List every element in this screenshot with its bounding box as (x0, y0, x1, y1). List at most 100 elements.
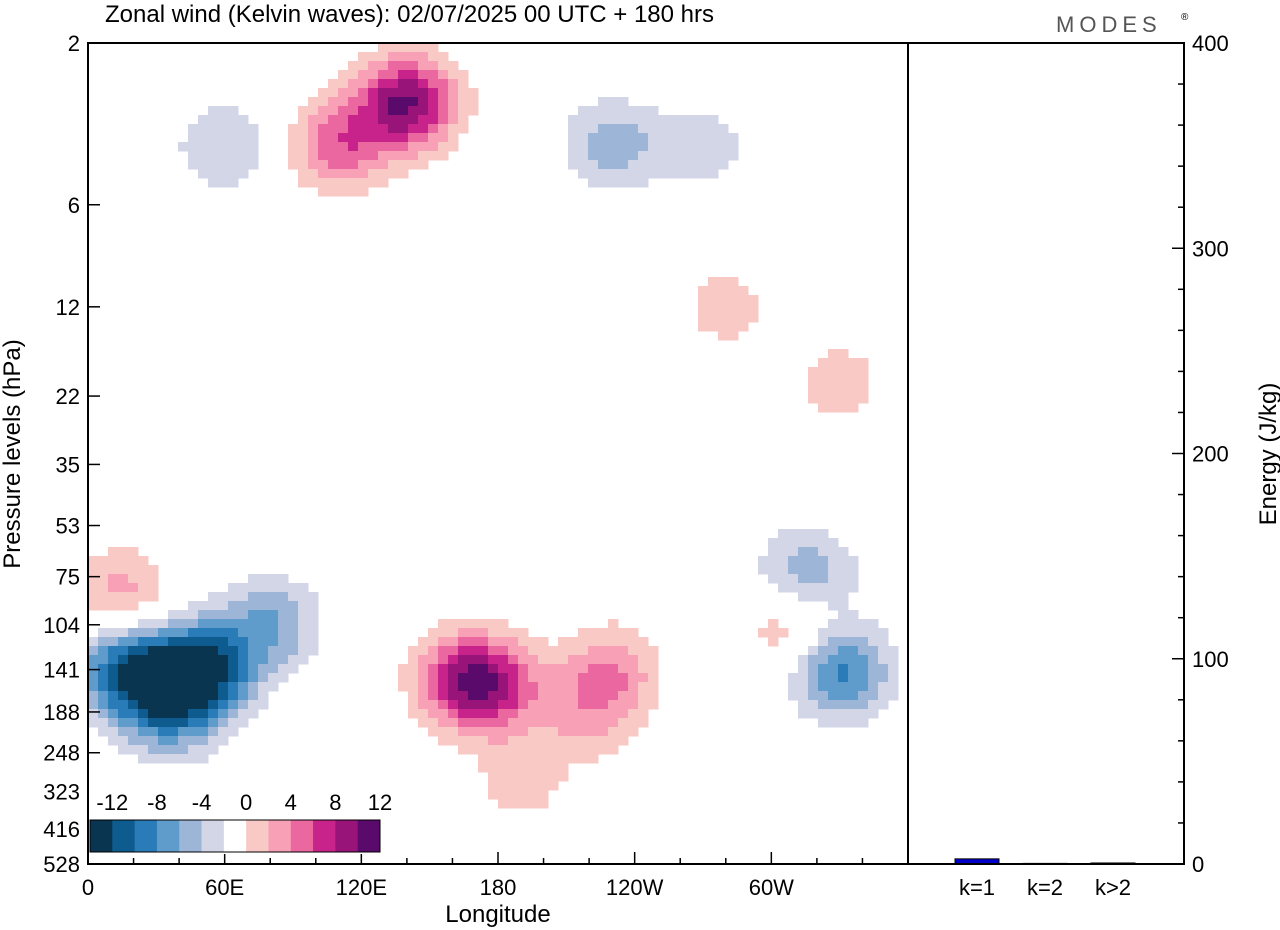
heatmap-cell (328, 151, 339, 161)
heatmap-cell (368, 79, 379, 89)
heatmap-cell (848, 376, 859, 386)
heatmap-cell (458, 655, 469, 665)
heatmap-cell (518, 664, 529, 674)
heatmap-cell (298, 115, 309, 125)
heatmap-cell (778, 556, 789, 566)
heatmap-cell (858, 628, 869, 638)
heatmap-cell (448, 691, 459, 701)
heatmap-cell (588, 115, 599, 125)
heatmap-cell (288, 133, 299, 143)
heatmap-cell (288, 601, 299, 611)
heatmap-cell (648, 115, 659, 125)
heatmap-cell (878, 646, 889, 656)
heatmap-cell (178, 745, 189, 755)
heatmap-cell (388, 142, 399, 152)
heatmap-cell (308, 142, 319, 152)
heatmap-cell (148, 646, 159, 656)
heatmap-cell (598, 700, 609, 710)
heatmap-cell (638, 700, 649, 710)
heatmap-cell (298, 151, 309, 161)
heatmap-cell (238, 151, 249, 161)
heatmap-cell (348, 124, 359, 134)
heatmap-cell (278, 673, 289, 683)
heatmap-cell (818, 718, 829, 728)
heatmap-cell (448, 718, 459, 728)
colorbar-swatch (179, 820, 202, 852)
heatmap-cell (598, 160, 609, 170)
heatmap-cell (868, 673, 879, 683)
heatmap-cell (538, 700, 549, 710)
heatmap-cell (698, 133, 709, 143)
heatmap-cell (528, 754, 539, 764)
heatmap-cell (578, 718, 589, 728)
heatmap-cell (258, 682, 269, 692)
heatmap-cell (238, 655, 249, 665)
heatmap-cell (518, 655, 529, 665)
heatmap-cell (188, 709, 199, 719)
x-tick-label: 180 (480, 875, 517, 900)
heatmap-cell (838, 691, 849, 701)
heatmap-cell (198, 718, 209, 728)
heatmap-cell (628, 727, 639, 737)
heatmap-cell (308, 610, 319, 620)
heatmap-cell (348, 70, 359, 80)
heatmap-cell (828, 367, 839, 377)
heatmap-cell (108, 601, 119, 611)
heatmap-cell (318, 106, 329, 116)
heatmap-cell (628, 106, 639, 116)
heatmap-cell (648, 700, 659, 710)
heatmap-cell (528, 700, 539, 710)
heatmap-cell (98, 709, 109, 719)
heatmap-cell (438, 682, 449, 692)
heatmap-cell (798, 664, 809, 674)
heatmap-cell (648, 664, 659, 674)
heatmap-cell (558, 664, 569, 674)
heatmap-cell (208, 637, 219, 647)
heatmap-cell (398, 115, 409, 125)
heatmap-cell (308, 97, 319, 107)
heatmap-cell (168, 619, 179, 629)
heatmap-cell (178, 664, 189, 674)
heatmap-cell (218, 151, 229, 161)
heatmap-cell (658, 142, 669, 152)
energy-axis-label: Energy (J/kg) (1255, 383, 1280, 526)
heatmap-cell (508, 763, 519, 773)
heatmap-cell (448, 736, 459, 746)
heatmap-cell (148, 691, 159, 701)
heatmap-cell (118, 682, 129, 692)
heatmap-cell (308, 637, 319, 647)
heatmap-cell (198, 142, 209, 152)
heatmap-cell (128, 718, 139, 728)
heatmap-cell (288, 637, 299, 647)
heatmap-cell (848, 646, 859, 656)
energy-y-axis: 0 100 200 300 400 (1172, 31, 1229, 877)
heatmap-cell (288, 142, 299, 152)
heatmap-cell (428, 664, 439, 674)
heatmap-cell (558, 727, 569, 737)
heatmap-cell (628, 646, 639, 656)
heatmap-cell (448, 79, 459, 89)
heatmap-cell (298, 628, 309, 638)
heatmap-cell (148, 754, 159, 764)
heatmap-cell (168, 727, 179, 737)
heatmap-cell (168, 610, 179, 620)
heatmap-cell (858, 376, 869, 386)
heatmap-cell (428, 691, 439, 701)
heatmap-cell (518, 754, 529, 764)
heatmap-cell (368, 52, 379, 62)
heatmap-cell (628, 718, 639, 728)
heatmap-cell (388, 106, 399, 116)
heatmap-cell (408, 52, 419, 62)
heatmap-cell (568, 664, 579, 674)
heatmap-cell (608, 700, 619, 710)
heatmap-cell (678, 142, 689, 152)
heatmap-cell (538, 637, 549, 647)
heatmap-cell (718, 331, 729, 341)
heatmap-cell (488, 646, 499, 656)
heatmap-cell (498, 772, 509, 782)
heatmap-cell (118, 673, 129, 683)
heatmap-cell (268, 682, 279, 692)
heatmap-cell (98, 673, 109, 683)
heatmap-cell (238, 700, 249, 710)
heatmap-cell (88, 682, 99, 692)
